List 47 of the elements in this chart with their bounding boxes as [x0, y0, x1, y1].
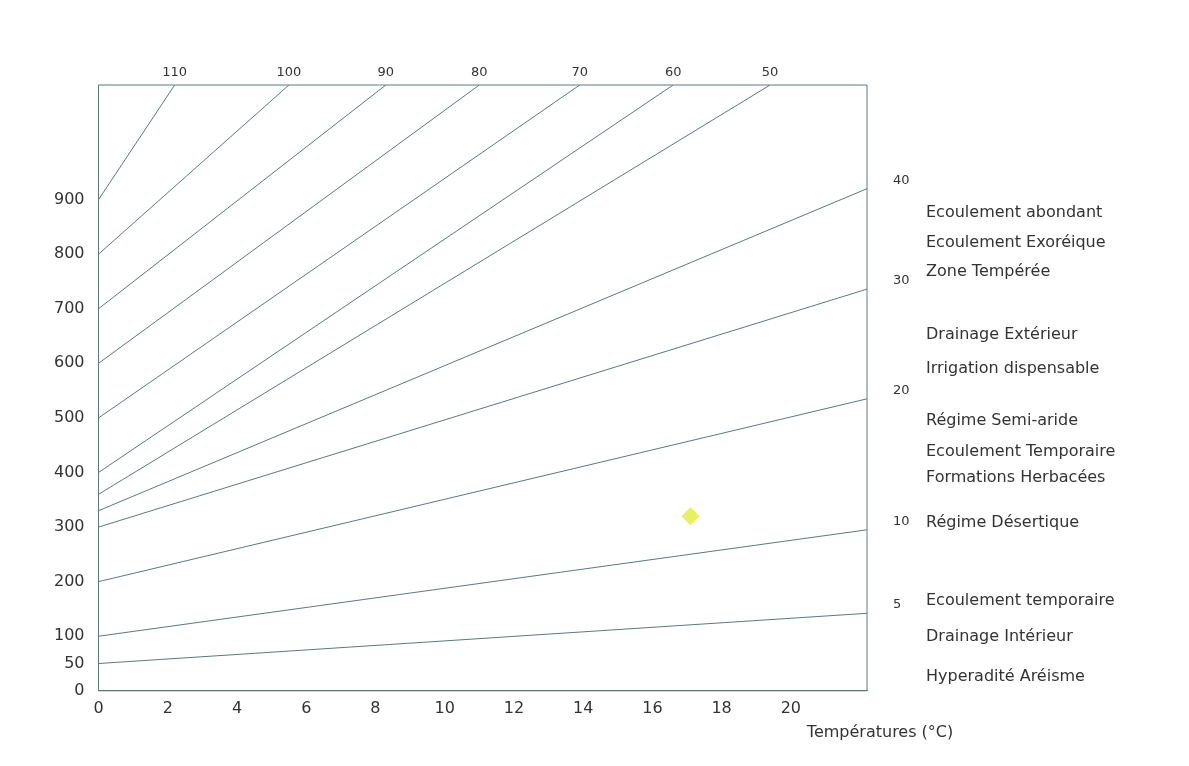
series-label: 50: [761, 63, 779, 79]
y-tick-label: 800: [53, 243, 85, 263]
text: Régime Désertique: [926, 512, 1080, 532]
text: Drainage Intérieur: [926, 626, 1074, 646]
series-label: 90: [377, 63, 395, 79]
y-tick-label: 100: [53, 625, 85, 645]
text: Irrigation dispensable: [926, 358, 1100, 378]
text: Drainage Extérieur: [926, 324, 1078, 344]
x-tick-label: 6: [301, 697, 312, 717]
y-tick-label: 300: [53, 516, 85, 536]
y-tick-label: 400: [53, 461, 85, 481]
x-tick-label: 10: [434, 697, 455, 717]
x-tick-label: 14: [572, 697, 594, 717]
y-tick-label: 500: [53, 407, 85, 427]
text: 10: [893, 512, 910, 528]
x-tick-label: 2: [162, 697, 173, 717]
x-tick-label: 16: [642, 697, 663, 717]
text: 20: [893, 381, 910, 397]
y-tick-label: 700: [53, 297, 85, 317]
x-tick-label: 8: [370, 697, 381, 717]
series-label: 110: [162, 63, 188, 79]
x-tick-label: 20: [780, 697, 802, 717]
series-label: 80: [471, 63, 488, 79]
y-tick-label: 0: [74, 679, 85, 699]
x-tick-label: 4: [231, 697, 243, 717]
x-tick-label: 18: [711, 697, 732, 717]
text: 30: [893, 271, 910, 287]
text: Ecoulement temporaire: [926, 590, 1115, 610]
x-axis-title: Températures (°C): [805, 721, 954, 741]
text: Ecoulement Exoréique: [926, 232, 1106, 252]
series-label: 100: [276, 63, 302, 79]
series-label: 60: [664, 63, 682, 79]
y-tick-label: 200: [53, 570, 85, 590]
text: Hyperadité Aréisme: [926, 666, 1085, 686]
text: Formations Herbacées: [926, 467, 1106, 487]
text: Ecoulement abondant: [926, 202, 1103, 222]
y-tick-label: 600: [53, 352, 85, 372]
x-tick-label: 0: [93, 697, 104, 717]
y-tick-label: 50: [64, 652, 85, 672]
x-tick-label: 12: [503, 697, 525, 717]
text: 5: [893, 596, 902, 612]
text: 40: [893, 171, 910, 187]
text: Ecoulement Temporaire: [926, 441, 1116, 461]
y-tick-label: 900: [53, 188, 85, 208]
text: Régime Semi-aride: [926, 410, 1078, 430]
series-label: 70: [571, 63, 588, 79]
text: Zone Tempérée: [926, 261, 1051, 281]
